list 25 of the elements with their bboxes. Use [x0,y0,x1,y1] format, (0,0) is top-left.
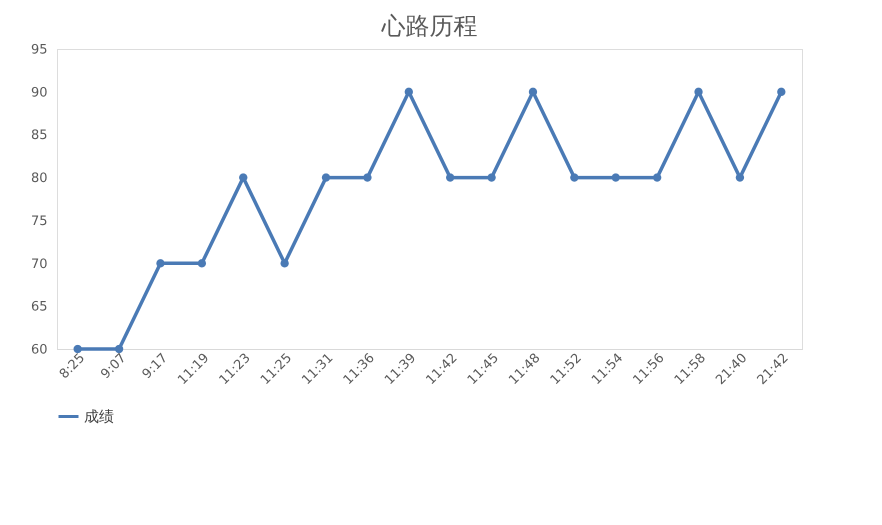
y-tick-label: 95 [30,42,48,58]
y-tick-label: 90 [30,85,48,100]
chart-title: 心路历程 [380,12,478,40]
y-tick-label: 70 [30,256,48,272]
point [322,173,330,182]
legend-label: 成绩 [84,408,114,426]
point [570,173,579,182]
point [114,344,124,354]
point [777,88,786,96]
y-tick-label: 60 [30,342,48,358]
point [446,173,454,182]
point [280,259,289,268]
point [156,259,165,268]
point [198,259,206,268]
y-tick-label: 65 [30,300,48,315]
point [239,173,248,182]
point [736,173,744,182]
point [487,173,496,182]
y-tick-label: 75 [30,214,48,229]
point [652,173,662,182]
point [74,344,82,354]
point [612,173,620,182]
y-tick-label: 80 [30,171,48,186]
point [363,173,372,182]
y-tick-label: 85 [30,128,48,144]
